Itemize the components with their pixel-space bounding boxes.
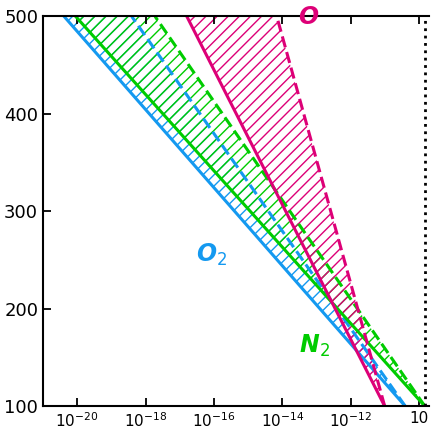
Text: O$_2$: O$_2$ [196,242,227,268]
Text: N$_2$: N$_2$ [299,333,329,359]
Text: O: O [299,5,319,29]
